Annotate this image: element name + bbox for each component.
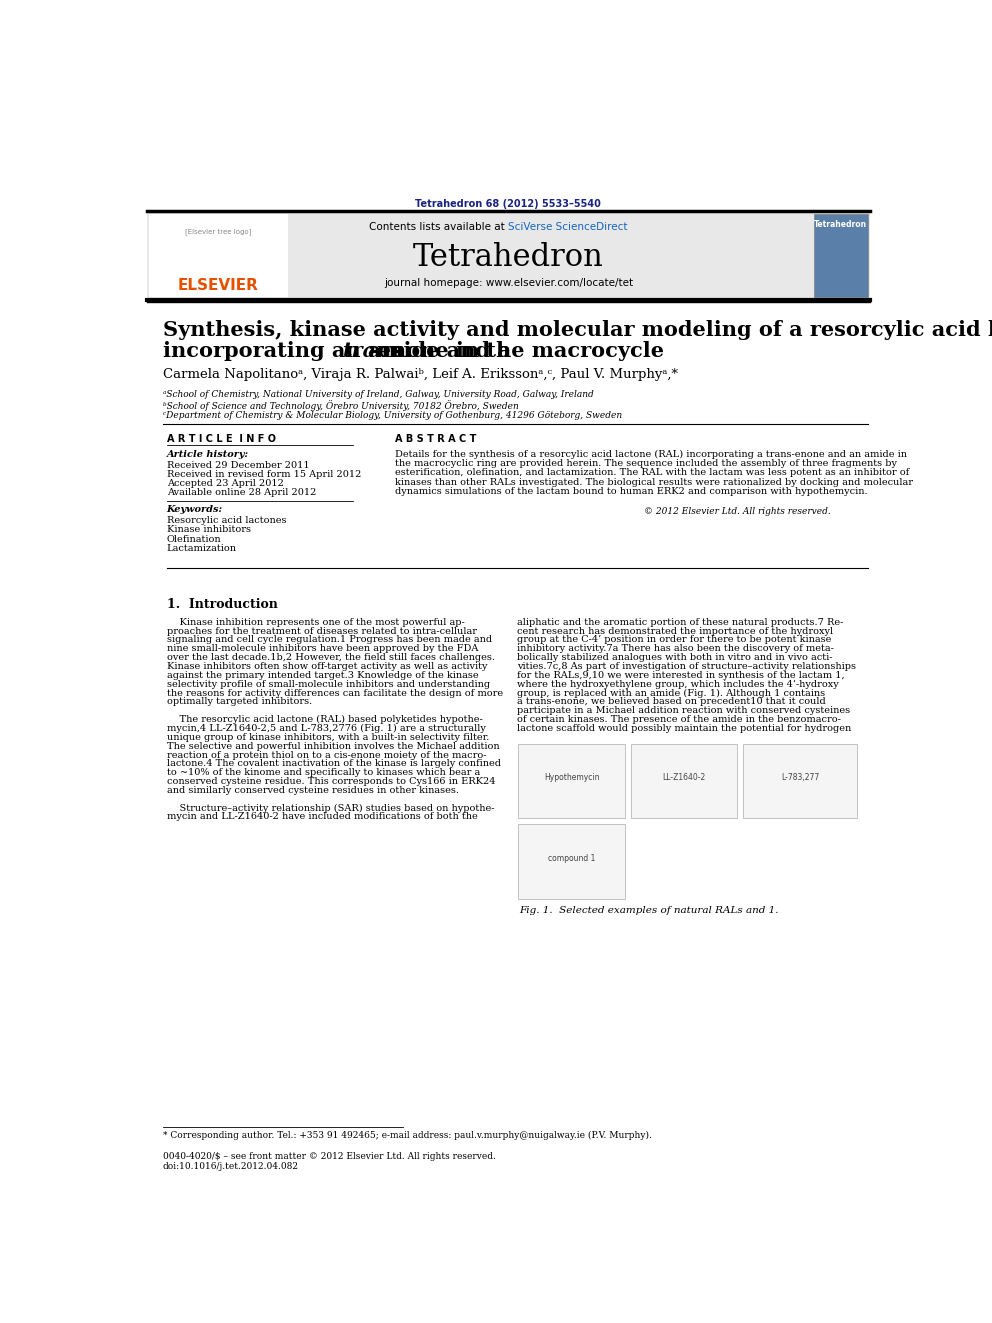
Text: cent research has demonstrated the importance of the hydroxyl: cent research has demonstrated the impor… [517,627,833,635]
Text: Resorcylic acid lactones: Resorcylic acid lactones [167,516,286,525]
FancyBboxPatch shape [147,213,870,299]
Text: signaling and cell cycle regulation.1 Progress has been made and: signaling and cell cycle regulation.1 Pr… [167,635,492,644]
Text: Olefination: Olefination [167,534,221,544]
Text: ELSEVIER: ELSEVIER [179,278,259,294]
Text: L-783,277: L-783,277 [781,774,819,782]
Text: Received 29 December 2011: Received 29 December 2011 [167,460,310,470]
Text: Tetrahedron 68 (2012) 5533–5540: Tetrahedron 68 (2012) 5533–5540 [416,198,601,209]
Text: © 2012 Elsevier Ltd. All rights reserved.: © 2012 Elsevier Ltd. All rights reserved… [644,507,831,516]
Text: The selective and powerful inhibition involves the Michael addition: The selective and powerful inhibition in… [167,742,499,750]
Text: and similarly conserved cysteine residues in other kinases.: and similarly conserved cysteine residue… [167,786,458,795]
Text: Kinase inhibitors often show off-target activity as well as activity: Kinase inhibitors often show off-target … [167,662,487,671]
Text: Synthesis, kinase activity and molecular modeling of a resorcylic acid lactone: Synthesis, kinase activity and molecular… [163,320,992,340]
Text: conserved cysteine residue. This corresponds to Cys166 in ERK24: conserved cysteine residue. This corresp… [167,777,495,786]
Text: Structure–activity relationship (SAR) studies based on hypothe-: Structure–activity relationship (SAR) st… [167,803,494,812]
Text: kinases than other RALs investigated. The biological results were rationalized b: kinases than other RALs investigated. Th… [395,478,914,487]
Text: against the primary intended target.3 Knowledge of the kinase: against the primary intended target.3 Kn… [167,671,478,680]
Text: 1.  Introduction: 1. Introduction [167,598,278,611]
Text: group at the C-4’ position in order for there to be potent kinase: group at the C-4’ position in order for … [517,635,831,644]
Text: inhibitory activity.7a There has also been the discovery of meta-: inhibitory activity.7a There has also be… [517,644,834,654]
Text: ᵃSchool of Chemistry, National University of Ireland, Galway, University Road, G: ᵃSchool of Chemistry, National Universit… [163,390,593,398]
Text: nine small-molecule inhibitors have been approved by the FDA: nine small-molecule inhibitors have been… [167,644,478,654]
Text: doi:10.1016/j.tet.2012.04.082: doi:10.1016/j.tet.2012.04.082 [163,1162,299,1171]
Text: optimally targeted inhibitors.: optimally targeted inhibitors. [167,697,311,706]
Text: LL-Z1640-2: LL-Z1640-2 [663,774,705,782]
FancyBboxPatch shape [743,744,857,818]
Text: 0040-4020/$ – see front matter © 2012 Elsevier Ltd. All rights reserved.: 0040-4020/$ – see front matter © 2012 El… [163,1152,496,1162]
Text: Carmela Napolitanoᵃ, Viraja R. Palwaiᵇ, Leif A. Erikssonᵃ,ᶜ, Paul V. Murphyᵃ,*: Carmela Napolitanoᵃ, Viraja R. Palwaiᵇ, … [163,368,678,381]
Text: to ~10% of the kinome and specifically to kinases which bear a: to ~10% of the kinome and specifically t… [167,769,480,777]
Text: lactone.4 The covalent inactivation of the kinase is largely confined: lactone.4 The covalent inactivation of t… [167,759,501,769]
Text: participate in a Michael addition reaction with conserved cysteines: participate in a Michael addition reacti… [517,706,850,716]
Text: aliphatic and the aromatic portion of these natural products.7 Re-: aliphatic and the aromatic portion of th… [517,618,843,627]
Text: -enone in the macrocycle: -enone in the macrocycle [369,341,664,361]
Text: the reasons for activity differences can facilitate the design of more: the reasons for activity differences can… [167,688,503,697]
Text: esterification, olefination, and lactamization. The RAL with the lactam was less: esterification, olefination, and lactami… [395,468,910,478]
Text: proaches for the treatment of diseases related to intra-cellular: proaches for the treatment of diseases r… [167,627,476,635]
Text: The resorcylic acid lactone (RAL) based polyketides hypothe-: The resorcylic acid lactone (RAL) based … [167,716,482,724]
Text: group, is replaced with an amide (Fig. 1). Although 1 contains: group, is replaced with an amide (Fig. 1… [517,688,825,697]
FancyBboxPatch shape [519,824,625,900]
Text: over the last decade.1b,2 However, the field still faces challenges.: over the last decade.1b,2 However, the f… [167,654,495,662]
Text: Received in revised form 15 April 2012: Received in revised form 15 April 2012 [167,470,361,479]
Text: the macrocyclic ring are provided herein. The sequence included the assembly of : the macrocyclic ring are provided herein… [395,459,897,468]
Text: selectivity profile of small-molecule inhibitors and understanding: selectivity profile of small-molecule in… [167,680,490,689]
Text: Contents lists available at: Contents lists available at [369,222,509,232]
Text: journal homepage: www.elsevier.com/locate/tet: journal homepage: www.elsevier.com/locat… [384,278,633,288]
Text: Kinase inhibitors: Kinase inhibitors [167,525,251,534]
Text: SciVerse ScienceDirect: SciVerse ScienceDirect [509,222,628,232]
Text: where the hydroxyethylene group, which includes the 4’-hydroxy: where the hydroxyethylene group, which i… [517,680,838,689]
Text: Hypothemycin: Hypothemycin [544,774,599,782]
Text: Fig. 1.  Selected examples of natural RALs and 1.: Fig. 1. Selected examples of natural RAL… [519,906,779,916]
Text: A B S T R A C T: A B S T R A C T [395,434,476,445]
Text: a trans-enone, we believed based on precedent10 that it could: a trans-enone, we believed based on prec… [517,697,825,706]
Text: Details for the synthesis of a resorcylic acid lactone (RAL) incorporating a tra: Details for the synthesis of a resorcyli… [395,450,908,459]
FancyBboxPatch shape [149,214,289,298]
Text: Article history:: Article history: [167,450,249,459]
Text: vities.7c,8 As part of investigation of structure–activity relationships: vities.7c,8 As part of investigation of … [517,662,856,671]
Text: Kinase inhibition represents one of the most powerful ap-: Kinase inhibition represents one of the … [167,618,464,627]
Text: compound 1: compound 1 [548,855,595,863]
Text: ᶜDepartment of Chemistry & Molecular Biology, University of Gothenburg, 41296 Gö: ᶜDepartment of Chemistry & Molecular Bio… [163,411,622,421]
FancyBboxPatch shape [519,744,625,818]
Text: dynamics simulations of the lactam bound to human ERK2 and comparison with hypot: dynamics simulations of the lactam bound… [395,487,868,496]
Text: reaction of a protein thiol on to a cis-enone moiety of the macro-: reaction of a protein thiol on to a cis-… [167,750,486,759]
Text: [Elsevier tree logo]: [Elsevier tree logo] [186,228,252,234]
FancyBboxPatch shape [631,744,737,818]
Text: Available online 28 April 2012: Available online 28 April 2012 [167,488,316,497]
Text: incorporating an amide and a: incorporating an amide and a [163,341,518,361]
Text: * Corresponding author. Tel.: +353 91 492465; e-mail address: paul.v.murphy@nuig: * Corresponding author. Tel.: +353 91 49… [163,1130,652,1139]
Text: mycin,4 LL-Z1640-2,5 and L-783,2776 (Fig. 1) are a structurally: mycin,4 LL-Z1640-2,5 and L-783,2776 (Fig… [167,724,485,733]
Text: for the RALs,9,10 we were interested in synthesis of the lactam 1,: for the RALs,9,10 we were interested in … [517,671,844,680]
Text: Lactamization: Lactamization [167,544,237,553]
Text: Accepted 23 April 2012: Accepted 23 April 2012 [167,479,284,488]
Text: A R T I C L E  I N F O: A R T I C L E I N F O [167,434,276,445]
Text: trans: trans [342,341,404,361]
FancyBboxPatch shape [813,214,868,298]
Text: bolically stabilized analogues with both in vitro and in vivo acti-: bolically stabilized analogues with both… [517,654,832,662]
Text: mycin and LL-Z1640-2 have included modifications of both the: mycin and LL-Z1640-2 have included modif… [167,812,477,822]
Text: Tetrahedron: Tetrahedron [814,221,867,229]
Text: unique group of kinase inhibitors, with a built-in selectivity filter.: unique group of kinase inhibitors, with … [167,733,489,742]
Text: lactone scaffold would possibly maintain the potential for hydrogen: lactone scaffold would possibly maintain… [517,724,851,733]
Text: Keywords:: Keywords: [167,505,223,515]
Text: of certain kinases. The presence of the amide in the benzomacro-: of certain kinases. The presence of the … [517,716,841,724]
Text: ᵇSchool of Science and Technology, Örebro University, 70182 Örebro, Sweden: ᵇSchool of Science and Technology, Örebr… [163,401,519,411]
Text: Tetrahedron: Tetrahedron [413,242,604,273]
